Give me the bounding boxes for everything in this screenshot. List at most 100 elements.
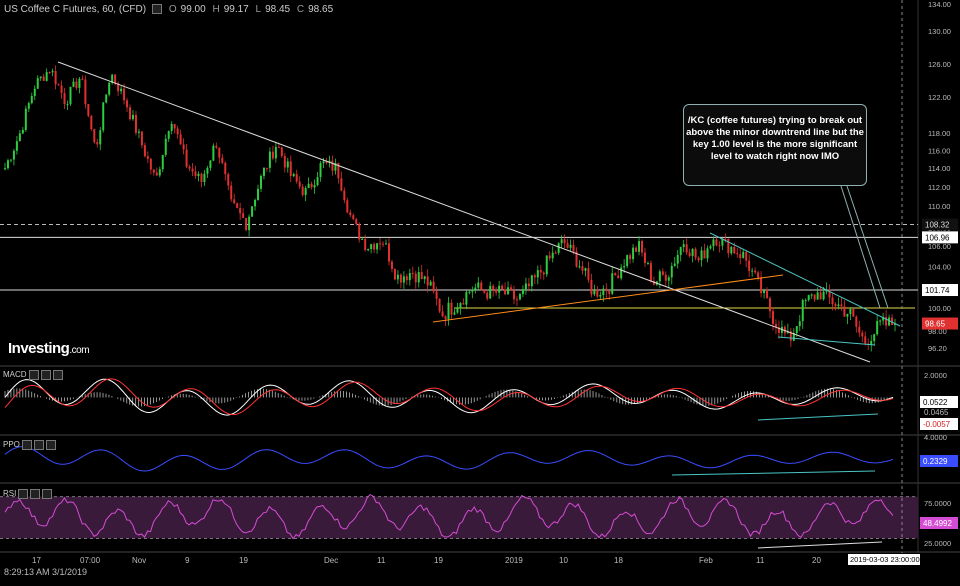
candle-body (688, 252, 691, 257)
price-tick-label: 118.00 (928, 129, 950, 138)
candle-body (271, 151, 274, 159)
candle-body (93, 129, 96, 143)
candle-body (209, 160, 212, 168)
candle-body (57, 84, 60, 86)
candle-body (649, 263, 652, 281)
candle-body (78, 78, 81, 88)
gear-icon[interactable] (28, 370, 39, 380)
candle-body (340, 178, 343, 191)
candle-body (298, 181, 301, 187)
candle-body (795, 326, 798, 334)
candle-body (331, 160, 334, 171)
candle-body (480, 282, 483, 290)
candle-body (179, 134, 182, 145)
rsi-band (0, 496, 918, 539)
candle-body (316, 177, 319, 186)
close-icon[interactable] (42, 489, 53, 499)
price-label-box (922, 317, 958, 330)
candle-body (280, 147, 283, 157)
candle-body (33, 88, 36, 96)
ppo-value-label: 0.2329 (923, 457, 948, 466)
candle-body (21, 129, 24, 134)
candle-body (837, 304, 840, 307)
candle-body (283, 156, 286, 168)
candle-body (646, 263, 649, 265)
candle-body (322, 161, 325, 164)
candle-body (858, 326, 861, 333)
candle-body (435, 291, 438, 299)
logo-suffix: .com (69, 345, 90, 356)
dropdown-icon[interactable] (152, 4, 163, 15)
candle-body (542, 272, 545, 275)
low-label: L (255, 4, 262, 15)
eye-icon[interactable] (33, 440, 44, 450)
candle-body (682, 244, 685, 248)
price-label: 101.74 (925, 286, 950, 295)
candle-body (521, 289, 524, 294)
candle-body (218, 147, 221, 158)
candle-body (301, 186, 304, 196)
candle-body (191, 168, 194, 172)
candle-body (700, 250, 703, 261)
candle-body (194, 171, 197, 177)
candle-body (18, 133, 21, 142)
close-icon[interactable] (45, 440, 56, 450)
gear-icon[interactable] (18, 489, 29, 499)
x-tick-label: 20 (812, 556, 821, 565)
annotation-text: /KC (coffee futures) trying to break out… (686, 115, 864, 162)
candle-body (727, 238, 730, 254)
candle-body (75, 81, 78, 88)
candle-body (861, 332, 864, 337)
candle-body (126, 100, 129, 108)
candle-body (736, 253, 739, 255)
gear-icon[interactable] (21, 440, 32, 450)
candle-body (745, 251, 748, 261)
candle-body (855, 316, 858, 327)
candle-body (718, 245, 721, 247)
x-tick-label: Nov (132, 556, 146, 565)
candle-body (477, 282, 480, 288)
candle-body (498, 285, 501, 293)
candle-body (262, 167, 265, 176)
candle-body (200, 173, 203, 182)
callout-pointer (840, 185, 881, 309)
x-tick-label: 07:00 (80, 556, 101, 565)
price-tick-label: 130.00 (928, 27, 951, 36)
candle-body (629, 255, 632, 260)
macd-name: MACD (3, 370, 27, 380)
candle-body (667, 277, 670, 281)
candle-body (804, 300, 807, 302)
candle-body (483, 289, 486, 293)
candle-body (679, 247, 682, 255)
eye-icon[interactable] (40, 370, 51, 380)
rsi-line (4, 493, 894, 540)
candle-body (289, 161, 292, 177)
candle-body (611, 273, 614, 294)
candle-body (840, 304, 843, 307)
candle-body (769, 298, 772, 312)
candle-body (709, 246, 712, 249)
candle-body (792, 333, 795, 341)
candle-body (423, 276, 426, 280)
candle-body (501, 285, 504, 290)
candle-body (834, 304, 837, 307)
rsi-tick-label: 75.0000 (924, 499, 951, 508)
price-label-box (922, 231, 958, 244)
candle-body (530, 275, 533, 287)
macd-divergence-line (757, 413, 879, 421)
candle-body (155, 172, 158, 176)
callout-pointer (846, 185, 889, 309)
candle-body (120, 88, 123, 92)
candle-body (170, 123, 173, 131)
candle-body (382, 243, 385, 245)
candle-body (45, 72, 48, 81)
high-value: 99.17 (223, 4, 249, 15)
candle-body (129, 107, 132, 120)
close-icon[interactable] (52, 370, 63, 380)
eye-icon[interactable] (30, 489, 41, 499)
candle-body (248, 216, 251, 231)
candle-body (724, 238, 727, 240)
open-label: O (168, 4, 177, 15)
annotation-callout[interactable]: /KC (coffee futures) trying to break out… (683, 104, 867, 186)
symbol-title[interactable]: US Coffee C Futures, 60, (CFD) (4, 4, 147, 15)
